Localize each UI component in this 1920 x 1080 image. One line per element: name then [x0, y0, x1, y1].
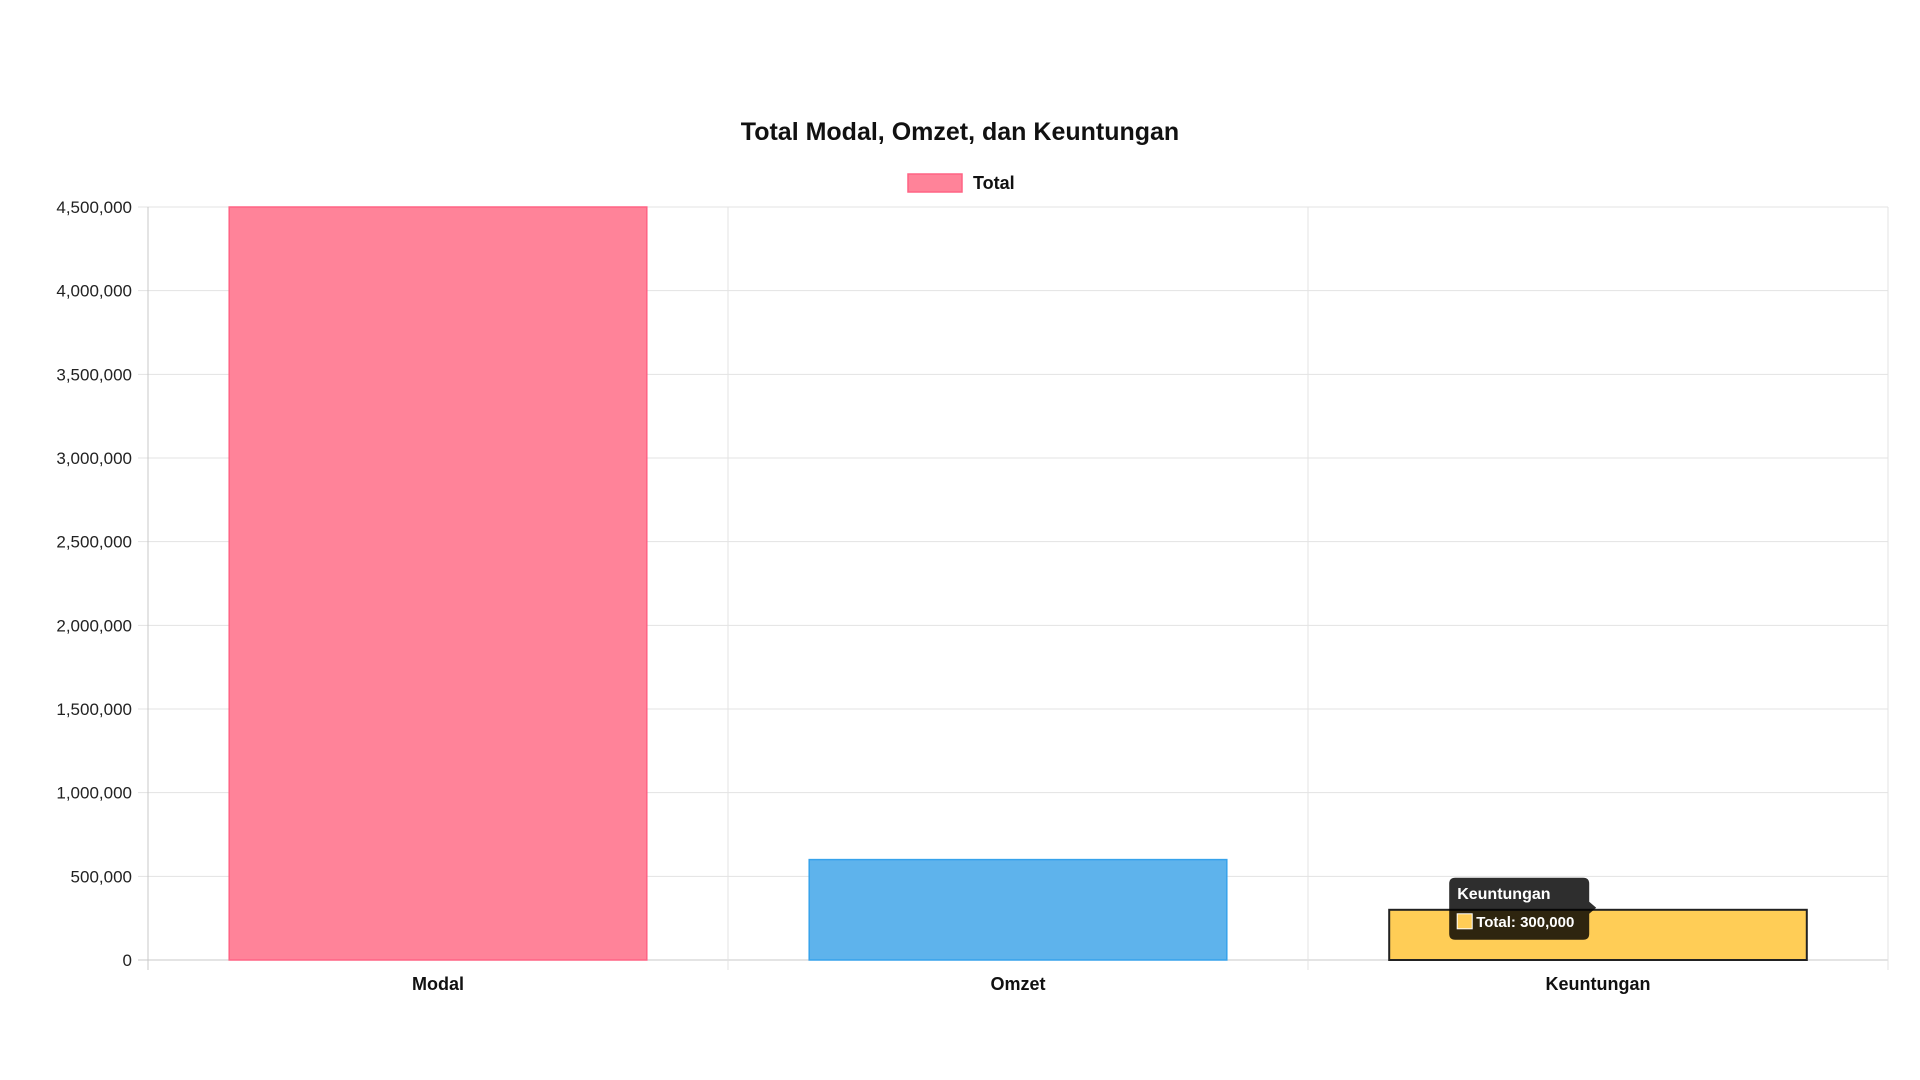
x-tick-label: Omzet [990, 974, 1045, 994]
bars [228, 206, 1808, 961]
bar-modal[interactable] [228, 206, 648, 961]
y-axis: 0 500,000 1,000,000 1,500,000 2,000,000 2,500… [56, 198, 132, 970]
y-tick-label: 4,500,000 [56, 198, 132, 217]
x-tick-label: Modal [412, 974, 464, 994]
y-tick-label: 3,000,000 [56, 449, 132, 468]
tooltip-body: Total: 300,000 [1476, 914, 1574, 931]
chart-title: Total Modal, Omzet, dan Keuntungan [741, 118, 1179, 146]
y-tick-label: 0 [123, 951, 132, 970]
y-tick-label: 2,000,000 [56, 616, 132, 635]
y-tick-label: 4,000,000 [56, 282, 132, 301]
legend-label[interactable]: Total [973, 173, 1015, 193]
x-axis: Modal Omzet Keuntungan [412, 974, 1651, 994]
y-tick-label: 500,000 [71, 867, 132, 886]
legend[interactable]: Total [907, 173, 1015, 193]
tooltip-swatch [1456, 913, 1473, 930]
x-tick-label: Keuntungan [1546, 974, 1651, 994]
y-tick-label: 1,000,000 [56, 784, 132, 803]
tooltip-title: Keuntungan [1457, 886, 1550, 903]
tooltip-box [1449, 877, 1597, 940]
y-tick-label: 1,500,000 [56, 700, 132, 719]
y-tick-label: 3,500,000 [56, 365, 132, 384]
y-tick-label: 2,500,000 [56, 533, 132, 552]
tooltip: Keuntungan Total: 300,000 [1449, 877, 1597, 940]
legend-swatch[interactable] [907, 173, 963, 193]
bar-omzet[interactable] [808, 858, 1228, 961]
